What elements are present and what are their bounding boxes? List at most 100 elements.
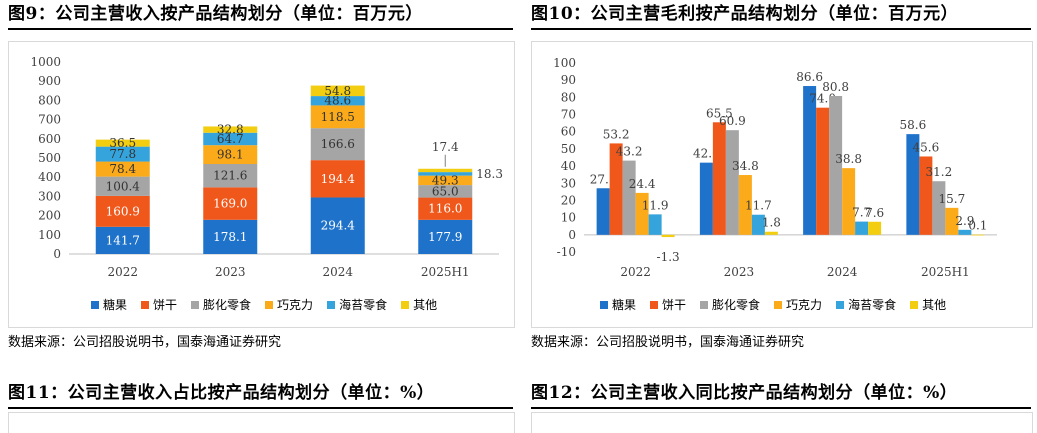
data-label: 24.4 [629, 177, 656, 191]
legend-item: 海苔零食 [836, 296, 896, 313]
data-label: 78.4 [109, 162, 136, 176]
bar-segment [418, 197, 473, 220]
data-label: 58.6 [900, 118, 927, 132]
revenue-stacked-bar-chart: 0 100 200 300 400 500 600 700 800 900 1000 141.7 160… [30, 55, 503, 279]
y-tick-label: 600 [38, 132, 61, 146]
bar [829, 95, 843, 235]
legend-item: 饼干 [141, 296, 177, 313]
bar-segment [310, 128, 365, 161]
fig10-source: 数据来源：公司招股说明书，国泰海通证券研究 [531, 335, 805, 350]
y-tick-label: 100 [553, 56, 576, 70]
data-label: 169.0 [213, 197, 247, 211]
bar-segment [310, 105, 365, 129]
bar [919, 156, 933, 235]
x-tick-label: 2022 [107, 265, 138, 279]
bar-segment [418, 219, 473, 254]
legend-swatch [327, 300, 336, 309]
data-label: 77.8 [109, 147, 136, 161]
data-label: 121.6 [213, 169, 247, 183]
y-tick-label: 400 [38, 170, 61, 184]
x-tick-label: 2023 [215, 265, 246, 279]
bar-segment [95, 139, 150, 147]
y-tick-label: 0 [568, 228, 576, 242]
data-label: 194.4 [321, 172, 356, 186]
bar-segment [203, 219, 258, 254]
data-label: 43.2 [616, 145, 643, 159]
data-label: 166.6 [321, 137, 355, 151]
legend-label: 膨化零食 [712, 298, 761, 312]
data-label: 141.7 [106, 233, 140, 247]
bar [648, 214, 662, 235]
data-label: 1.8 [762, 216, 781, 230]
y-tick-label: 500 [38, 151, 61, 165]
legend-swatch [141, 300, 150, 309]
bar [712, 122, 726, 235]
y-tick-label: 900 [38, 74, 61, 88]
legend-swatch [600, 300, 608, 309]
bar [622, 160, 636, 235]
bar [945, 207, 959, 235]
legend-swatch [191, 300, 200, 309]
y-tick-label: 10 [561, 211, 576, 225]
bar-segment [95, 146, 150, 162]
data-label: 31.2 [926, 165, 953, 179]
bar [738, 175, 752, 235]
data-label: 32.8 [217, 123, 244, 137]
bar [816, 107, 830, 235]
legend-label: 饼干 [662, 298, 687, 312]
data-label: 80.8 [822, 80, 849, 94]
fig10-legend: 糖果 饼干 膨化零食 巧克力 海苔零食 其他 [600, 296, 946, 313]
x-tick-label: 2022 [620, 265, 651, 279]
legend-swatch [91, 300, 99, 309]
fig9-chart-panel: 0 100 200 300 400 500 600 700 800 900 1000 141.7 160… [8, 41, 515, 328]
x-tick-label: 2025H1 [921, 265, 970, 279]
bar-segment [203, 187, 258, 220]
bar-segment [418, 175, 473, 186]
data-label: 2.9 [955, 214, 974, 228]
data-label: 18.3 [476, 167, 503, 181]
y-tick-label: 30 [561, 176, 576, 190]
legend-item: 海苔零食 [327, 296, 387, 313]
fig9-legend: 糖果 饼干 膨化零食 巧克力 海苔零食 其他 [91, 296, 437, 313]
legend-item: 其他 [401, 296, 437, 313]
y-tick-label: 100 [38, 228, 61, 242]
fig12-title: 图12：公司主营收入同比按产品结构划分（单位：%） [531, 383, 958, 403]
data-label: 0.1 [968, 219, 987, 233]
data-label: 60.9 [719, 114, 746, 128]
legend-label: 巧克力 [277, 298, 314, 312]
y-tick-label: 70 [561, 108, 576, 122]
fig9-title: 图9：公司主营收入按产品结构划分（单位：百万元） [8, 4, 423, 24]
data-label: 65.5 [706, 106, 733, 120]
bar [803, 86, 817, 235]
legend-item: 其他 [910, 296, 946, 313]
y-tick-label: 800 [38, 93, 61, 107]
legend-label: 其他 [922, 298, 947, 312]
legend-swatch [265, 300, 274, 309]
data-label: 49.3 [432, 173, 459, 187]
fig9-title-rule [8, 28, 513, 30]
data-label: 17.4 [432, 140, 459, 154]
bar [971, 234, 985, 236]
data-label: 100.4 [106, 179, 141, 193]
legend-item: 巧克力 [774, 296, 822, 313]
legend-label: 糖果 [103, 298, 128, 312]
fig11-chart-panel [8, 412, 515, 433]
data-label: 98.1 [217, 148, 244, 162]
y-tick-label: 700 [38, 113, 61, 127]
bar-segment [310, 96, 365, 106]
bar [958, 229, 972, 235]
fig11-title-rule [8, 407, 513, 409]
legend-item: 饼干 [650, 296, 686, 313]
y-tick-label: 300 [38, 189, 61, 203]
legend-item: 膨化零食 [700, 296, 760, 313]
fig12-chart-panel [531, 412, 1033, 433]
data-label: 86.6 [796, 70, 823, 84]
legend-item: 巧克力 [265, 296, 313, 313]
data-label: 34.8 [732, 159, 759, 173]
data-label: 53.2 [603, 127, 630, 141]
legend-label: 其他 [413, 298, 438, 312]
fig9-source: 数据来源：公司招股说明书，国泰海通证券研究 [8, 335, 282, 350]
legend-swatch [910, 300, 919, 309]
bar-segment [95, 161, 150, 177]
fig10-title: 图10：公司主营毛利按产品结构划分（单位：百万元） [531, 4, 959, 24]
